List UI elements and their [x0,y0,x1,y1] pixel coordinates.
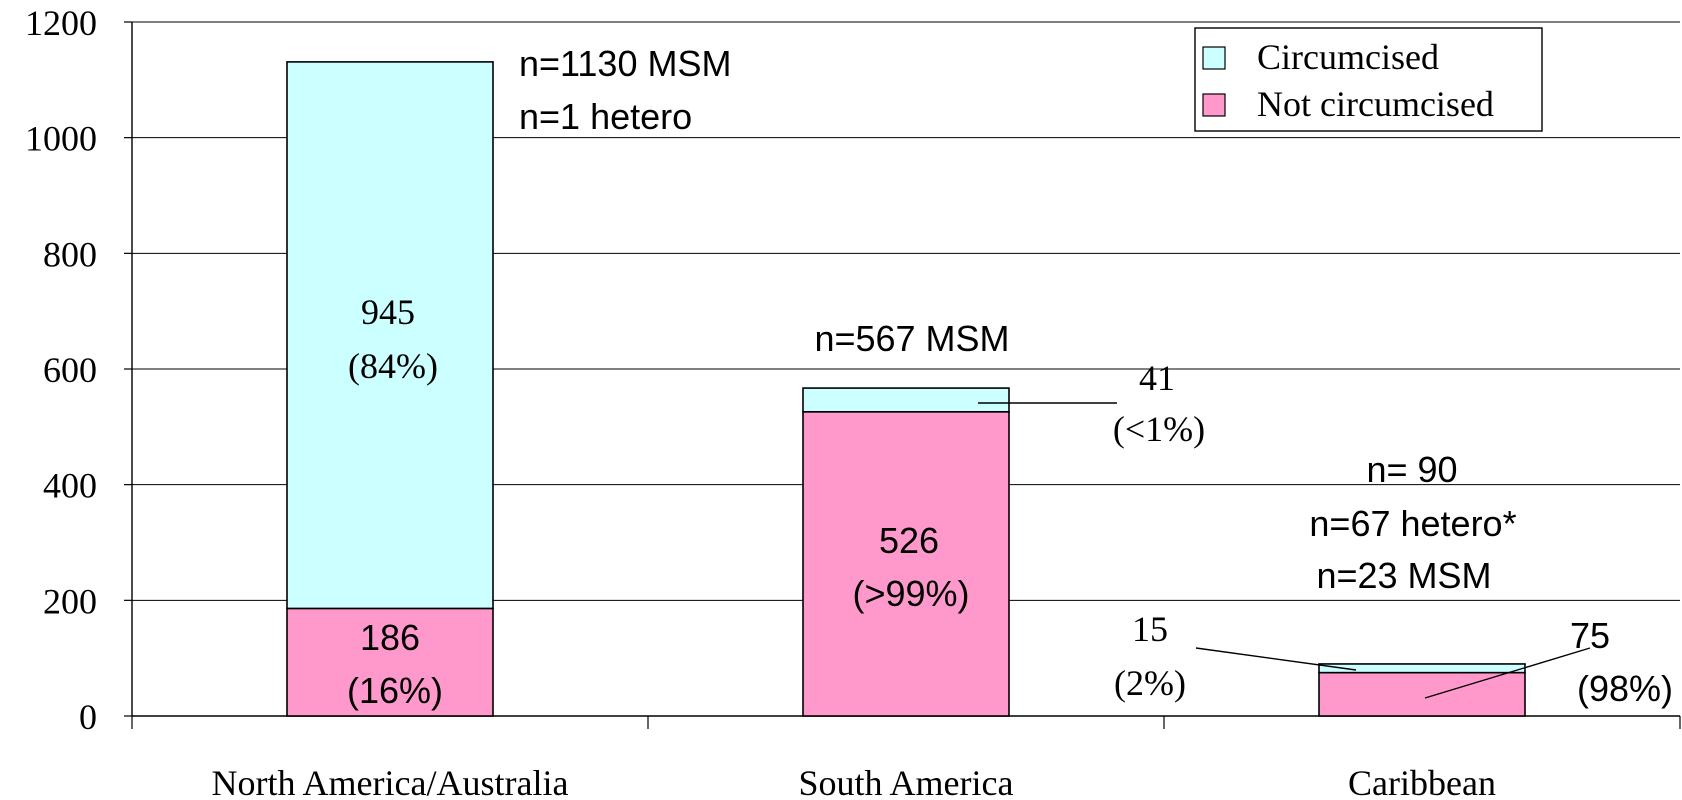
legend-swatch-circumcised [1202,46,1226,70]
data-label-percent: (16%) [347,670,443,711]
x-axis-category-label-south-america: South America [799,763,1014,800]
bar-segment-not-circumcised-caribbean [1318,671,1526,717]
x-axis-category-label-caribbean: Caribbean [1348,763,1496,800]
group-note-line: n= 90 [1366,449,1457,490]
data-label-percent: (2%) [1114,663,1186,703]
group-note-line: n=67 hetero* [1309,503,1516,544]
data-label-value: 186 [360,617,420,658]
data-label-percent: (<1%) [1113,409,1205,449]
annotations: 945 (84%) 186 (16%) 41 (<1%) 526 (>99%) 15 (2%) 75… [347,43,1673,711]
bar-segment-circumcised-south-america [802,387,1010,413]
legend: Circumcised Not circumcised [1194,27,1543,132]
data-label-value: 41 [1139,358,1175,398]
y-axis-tick-label: 600 [43,350,97,390]
legend-box [1194,27,1543,132]
bar-segment-not-circumcised-north-america-australia [286,607,494,717]
legend-swatch-not-circumcised [1202,93,1226,117]
group-note-line: n=567 MSM [814,318,1009,359]
data-label-value: 945 [361,292,415,332]
x-axis-category-label-north-america-australia: North America/Australia [212,763,569,800]
bars [286,61,1526,717]
y-axis-tick-label: 1200 [25,3,97,43]
y-axis-tick-label: 400 [43,466,97,506]
y-axis-tick-label: 0 [79,697,97,737]
data-label-value: 75 [1570,615,1610,656]
group-note-line: n=1 hetero [519,96,692,137]
y-axis-tick-label: 800 [43,234,97,274]
group-note-line: n=23 MSM [1316,555,1491,596]
bar-segment-circumcised-north-america-australia [286,61,494,610]
data-label-value: 526 [879,520,939,561]
bar-segment-circumcised-caribbean [1318,663,1526,674]
data-label-percent: (98%) [1577,668,1673,709]
legend-label-circumcised: Circumcised [1257,37,1439,77]
leader-line-caribbean-not-circumcised [1424,647,1591,699]
data-label-percent: (84%) [348,346,438,386]
y-axis-tick-label: 1000 [25,119,97,159]
data-label-value: 15 [1132,609,1168,649]
leader-line-caribbean-circumcised [1195,647,1357,671]
legend-label-not-circumcised: Not circumcised [1257,84,1494,124]
y-axis-tick-label: 200 [43,581,97,621]
data-label-percent: (>99%) [852,573,969,614]
bar-segment-not-circumcised-south-america [802,410,1010,717]
group-note-line: n=1130 MSM [519,43,731,84]
